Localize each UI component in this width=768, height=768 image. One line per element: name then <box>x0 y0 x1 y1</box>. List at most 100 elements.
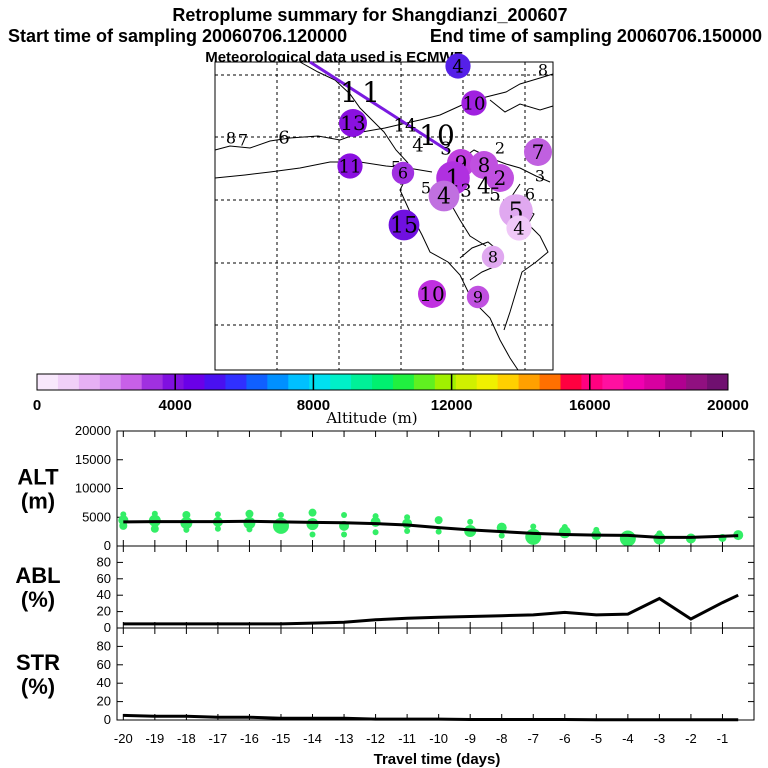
start-time: Start time of sampling 20060706.120000 <box>8 26 347 46</box>
colorbar-cell <box>351 374 373 390</box>
colorbar-tick-label: 16000 <box>569 397 611 414</box>
colorbar-cell <box>560 374 582 390</box>
colorbar-cell <box>518 374 541 390</box>
x-tick-label: -11 <box>398 731 416 746</box>
panel-frame <box>116 545 755 629</box>
map-grid <box>215 62 553 370</box>
map-marker-dot <box>428 180 460 212</box>
colorbar-cell <box>57 374 80 390</box>
x-tick-label: -20 <box>114 731 133 746</box>
map-label: 4 <box>412 135 423 156</box>
scatter-point <box>467 518 474 525</box>
colorbar-cell <box>686 374 708 390</box>
y-tick-label: 60 <box>97 657 111 672</box>
colorbar-cell <box>330 374 352 390</box>
panel-label: STR <box>16 650 60 675</box>
map-label: 7 <box>532 140 545 164</box>
colorbar-frame <box>36 373 729 391</box>
map-label: 9 <box>473 288 483 307</box>
map-marker-dot <box>466 285 490 309</box>
map-label: 10 <box>463 93 486 114</box>
map: 1148101314108764327115698123543456515481… <box>214 53 554 371</box>
x-tick-label: -5 <box>591 731 603 746</box>
y-tick-label: 0 <box>104 538 111 553</box>
colorbar-cell <box>665 374 687 390</box>
map-marker-dot <box>461 90 487 116</box>
colorbar-tick-label: 4000 <box>159 397 192 414</box>
map-label: 5 <box>489 184 500 205</box>
colorbar-label: Altitude (m) <box>325 409 417 427</box>
scatter-point <box>277 511 284 518</box>
colorbar-tick-label: 20000 <box>707 397 749 414</box>
colorbar-cell <box>267 374 289 390</box>
map-marker-dot <box>388 209 420 241</box>
map-label: 1 <box>340 76 358 109</box>
colorbar-cell <box>204 374 226 390</box>
map-label: 8 <box>478 153 491 177</box>
scatter-point <box>120 511 127 518</box>
scatter-point <box>214 511 221 518</box>
colorbar-cell <box>392 374 415 390</box>
scatter-point <box>498 532 505 539</box>
map-frame <box>214 61 554 371</box>
x-tick-label: -15 <box>272 731 291 746</box>
map-marker-dot <box>506 215 532 241</box>
colorbar-cell <box>99 374 122 390</box>
x-tick-label: -16 <box>240 731 259 746</box>
colorbar-cell <box>162 374 185 390</box>
y-tick-label: 60 <box>97 571 111 586</box>
colorbar-cell <box>225 374 247 390</box>
y-tick-label: 0 <box>104 620 111 635</box>
map-label: 14 <box>394 115 417 136</box>
colorbar-cell <box>707 374 729 390</box>
map-marker-dot <box>524 138 552 166</box>
map-label: 10 <box>419 119 455 152</box>
colorbar-cell <box>309 374 331 390</box>
map-label: 6 <box>398 164 408 183</box>
map-labels: 1148101314108764327115698123543456515481… <box>226 53 552 309</box>
map-label: 7 <box>238 131 248 150</box>
scatter-point <box>733 530 744 541</box>
colorbar-cell <box>455 374 478 390</box>
chart-panels: 05000100001500020000ALT(m)020406080ABL(%… <box>15 423 755 727</box>
y-tick-label: 40 <box>97 675 111 690</box>
series-line <box>123 713 739 722</box>
map-label: 10 <box>419 282 444 306</box>
scatter-point <box>619 530 636 547</box>
plume-track <box>309 60 451 154</box>
scatter-point <box>404 514 411 521</box>
map-label: 8 <box>538 61 548 80</box>
colorbar-cell <box>141 374 164 390</box>
scatter-point <box>561 524 568 531</box>
x-tick-label: -19 <box>145 731 164 746</box>
x-axis-label: Travel time (days) <box>374 751 501 768</box>
scatter-point <box>404 528 411 535</box>
map-label: 3 <box>440 138 451 159</box>
map-label: 2 <box>495 139 505 158</box>
panel-label: ALT <box>17 465 59 490</box>
x-tick-label: -2 <box>685 731 697 746</box>
colorbar-cell <box>539 374 561 390</box>
map-label: 8 <box>226 129 236 148</box>
y-tick-label: 20 <box>97 694 111 709</box>
x-tick-label: -14 <box>303 731 322 746</box>
map-label: 4 <box>513 218 524 239</box>
map-label: 2 <box>494 166 507 190</box>
map-label: 3 <box>535 167 545 186</box>
colorbar-cell <box>120 374 143 390</box>
x-tick-label: -6 <box>559 731 571 746</box>
colorbar-cell <box>37 374 59 390</box>
map-label: 5 <box>421 179 431 198</box>
scatter-point <box>309 531 316 538</box>
y-tick-label: 0 <box>104 712 111 727</box>
colorbar-cell <box>602 374 624 390</box>
map-label: 11 <box>339 156 362 177</box>
y-tick-label: 80 <box>97 554 111 569</box>
colorbar-cell <box>476 374 499 390</box>
scatter-point <box>530 523 537 530</box>
x-tick-label: -12 <box>366 731 385 746</box>
colorbar-cell <box>288 374 310 390</box>
scatter-point <box>341 531 348 538</box>
colorbar: 0 4000 8000 12000 16000 20000 Altitude (m) <box>33 373 749 427</box>
